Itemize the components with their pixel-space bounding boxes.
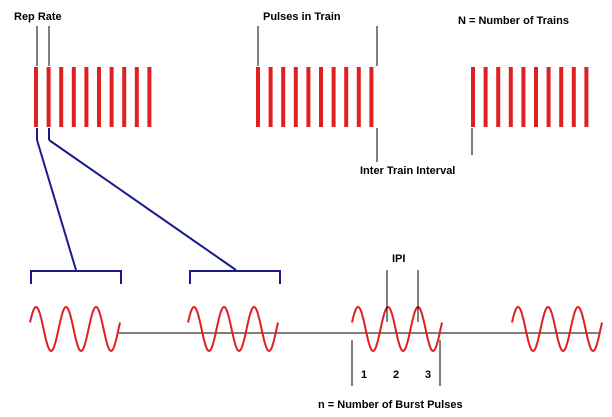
pulse [369, 67, 374, 127]
pulse [293, 67, 298, 127]
callout-lines [36, 26, 473, 386]
burst [511, 305, 603, 353]
pulse [34, 67, 38, 127]
pulse-trains [34, 67, 589, 127]
pulse [281, 67, 286, 127]
pulse [122, 67, 127, 127]
pulse [546, 67, 551, 127]
pulse [496, 67, 501, 127]
label: n = Number of Burst Pulses [318, 399, 463, 411]
label: 3 [425, 369, 431, 381]
burst [187, 305, 279, 353]
label: N = Number of Trains [458, 15, 569, 27]
pulse [331, 67, 336, 127]
pulse [46, 67, 51, 127]
label: Rep Rate [14, 11, 62, 23]
bracket [30, 270, 122, 284]
pulse [584, 67, 589, 127]
burst [351, 305, 443, 353]
label: Pulses in Train [263, 11, 341, 23]
burst [29, 305, 121, 353]
label: 1 [361, 369, 367, 381]
pulse [471, 67, 475, 127]
pulse [97, 67, 101, 127]
pulse [268, 67, 273, 127]
pulse [534, 67, 538, 127]
zoom-lines [30, 128, 281, 284]
pulse [109, 67, 114, 127]
burst-waveform [29, 305, 603, 353]
label: IPI [392, 253, 405, 265]
pulse [71, 67, 76, 127]
label: Inter Train Interval [360, 165, 455, 177]
pulse [306, 67, 311, 127]
bracket [189, 270, 281, 284]
pulse [521, 67, 526, 127]
label: 2 [393, 369, 399, 381]
pulse [356, 67, 361, 127]
pulse [147, 67, 152, 127]
zoom-line [48, 139, 237, 271]
pulse [84, 67, 89, 127]
pulse [483, 67, 488, 127]
zoom-line [36, 139, 77, 271]
pulse [559, 67, 564, 127]
pulse [508, 67, 513, 127]
pulse [59, 67, 64, 127]
pulse [571, 67, 576, 127]
pulse [319, 67, 323, 127]
pulse [344, 67, 349, 127]
pulse [134, 67, 139, 127]
pulse [256, 67, 260, 127]
